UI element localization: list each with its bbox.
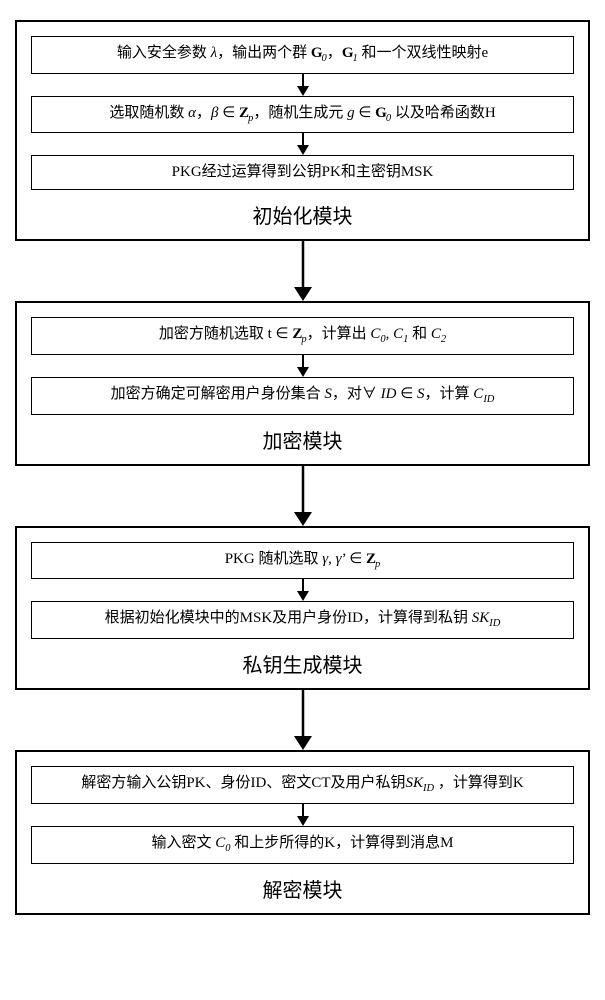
module-decrypt: 解密方输入公钥PK、身份ID、密文CT及用户私钥SKID ，计算得到K 输入密文…: [15, 750, 590, 914]
arrow-large-icon: [15, 466, 590, 526]
arrow-small-icon: [31, 355, 574, 377]
module-decrypt-step-1: 解密方输入公钥PK、身份ID、密文CT及用户私钥SKID ，计算得到K: [31, 766, 574, 804]
arrow-small-icon: [31, 804, 574, 826]
module-encrypt-title: 加密模块: [31, 425, 574, 454]
module-decrypt-title: 解密模块: [31, 874, 574, 903]
module-keygen-step-1: PKG 随机选取 γ, γ’ ∈ Zp: [31, 542, 574, 580]
arrow-small-icon: [31, 133, 574, 155]
module-init-title: 初始化模块: [31, 200, 574, 229]
module-keygen-title: 私钥生成模块: [31, 649, 574, 678]
module-init-step-2: 选取随机数 α，β ∈ Zp，随机生成元 g ∈ G0 以及哈希函数H: [31, 96, 574, 134]
module-decrypt-step-2: 输入密文 C0 和上步所得的K，计算得到消息M: [31, 826, 574, 864]
module-keygen: PKG 随机选取 γ, γ’ ∈ Zp 根据初始化模块中的MSK及用户身份ID，…: [15, 526, 590, 690]
module-keygen-step-2: 根据初始化模块中的MSK及用户身份ID，计算得到私钥 SKID: [31, 601, 574, 639]
arrow-small-icon: [31, 579, 574, 601]
module-init: 输入安全参数 λ，输出两个群 G0，G1 和一个双线性映射e 选取随机数 α，β…: [15, 20, 590, 241]
module-encrypt-step-1: 加密方随机选取 t ∈ Zp，计算出 C0, C1 和 C2: [31, 317, 574, 355]
arrow-large-icon: [15, 241, 590, 301]
arrow-small-icon: [31, 74, 574, 96]
module-encrypt: 加密方随机选取 t ∈ Zp，计算出 C0, C1 和 C2 加密方确定可解密用…: [15, 301, 590, 465]
arrow-large-icon: [15, 690, 590, 750]
module-encrypt-step-2: 加密方确定可解密用户身份集合 S，对∀ ID ∈ S，计算 CID: [31, 377, 574, 415]
module-init-step-3: PKG经过运算得到公钥PK和主密钥MSK: [31, 155, 574, 190]
module-init-step-1: 输入安全参数 λ，输出两个群 G0，G1 和一个双线性映射e: [31, 36, 574, 74]
